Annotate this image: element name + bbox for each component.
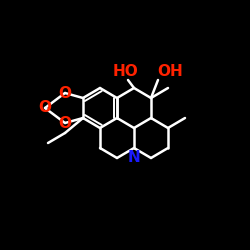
Text: HO: HO [112,64,138,78]
Text: N: N [128,150,140,166]
Text: O: O [58,86,71,100]
Text: OH: OH [157,64,183,78]
Text: O: O [38,100,52,116]
Text: O: O [58,116,71,130]
